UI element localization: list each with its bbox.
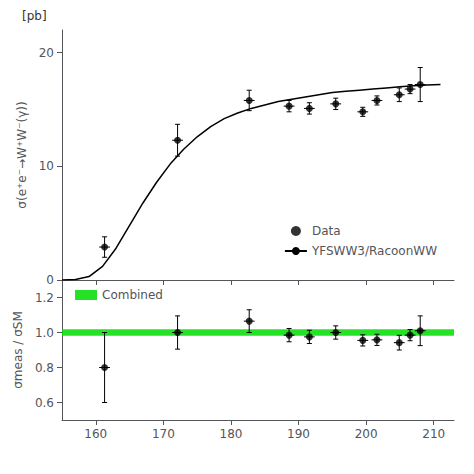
svg-text:0: 0: [46, 273, 54, 287]
svg-text:210: 210: [422, 427, 445, 441]
svg-text:1.0: 1.0: [35, 326, 54, 340]
svg-text:σmeas / σSM: σmeas / σSM: [11, 311, 25, 389]
svg-text:YFSWW3/RacoonWW: YFSWW3/RacoonWW: [311, 244, 437, 258]
svg-text:10: 10: [39, 159, 54, 173]
svg-text:Combined: Combined: [102, 288, 163, 302]
svg-text:[pb]: [pb]: [22, 9, 47, 23]
svg-text:160: 160: [84, 427, 107, 441]
svg-text:1.2: 1.2: [35, 291, 54, 305]
svg-text:200: 200: [355, 427, 378, 441]
svg-text:0.8: 0.8: [35, 361, 54, 375]
svg-text:0.6: 0.6: [35, 396, 54, 410]
svg-text:σ(e⁺e⁻→W⁺W⁻(γ)): σ(e⁺e⁻→W⁺W⁻(γ)): [15, 101, 29, 208]
svg-text:170: 170: [152, 427, 175, 441]
svg-text:190: 190: [287, 427, 310, 441]
svg-text:180: 180: [220, 427, 243, 441]
svg-text:Data: Data: [312, 224, 341, 238]
svg-text:20: 20: [39, 46, 54, 60]
